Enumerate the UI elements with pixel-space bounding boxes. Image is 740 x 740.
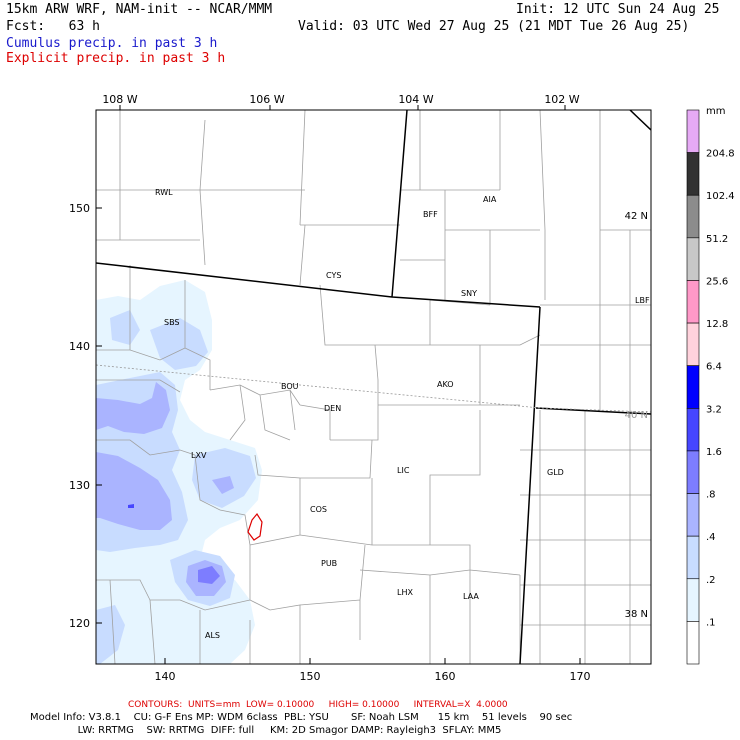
colorbar-swatch [686,493,700,537]
lat-label: 42 N [625,211,648,222]
city-label: LAA [463,592,479,601]
city-label: COS [310,505,327,514]
colorbar-label: 1.6 [706,447,722,458]
lon-label: 106 W [249,93,284,106]
colorbar-swatch [686,280,700,324]
colorbar-label: .1 [706,617,716,628]
colorbar-swatch [686,535,700,580]
colorbar-label: .8 [706,490,716,501]
city-label: LHX [397,588,413,597]
city-label: AKO [437,380,454,389]
y-tick-label: 140 [69,340,90,353]
boundaries [96,110,651,664]
colorbar-swatch [686,450,700,494]
city-label: LBF [635,296,650,305]
contour-info: CONTOURS: UNITS=mm LOW= 0.10000 HIGH= 0.… [128,700,508,710]
colorbar-swatch [686,322,700,366]
colorbar-swatch [686,194,700,239]
colorbar-swatch [686,152,700,196]
x-tick-label: 170 [570,670,591,683]
colorbar-swatch [686,578,700,622]
colorbar-label: 51.2 [706,234,728,245]
y-tick-label: 130 [69,479,90,492]
cumulus-legend-label: Cumulus precip. in past 3 h [6,36,218,51]
colorbar-label: 12.8 [706,319,728,330]
precip-shading [96,280,262,664]
city-label: SNY [461,289,477,298]
city-label: ALS [205,631,220,640]
city-label: SBS [164,318,180,327]
lon-label: 104 W [398,93,433,106]
model-info-line-2: LW: RRTMG SW: RRTMG DIFF: full KM: 2D Sm… [30,725,502,736]
city-labels: RWL BFF AIA CYS SNY LBF SBS BOU AKO DEN … [155,188,650,640]
colorbar-unit: mm [706,106,725,117]
y-tick-label: 150 [69,202,90,215]
colorbar-swatch [686,365,700,409]
colorbar-swatch [686,109,700,153]
colorbar-label: 204.8 [706,149,735,160]
model-info-line-1: Model Info: V3.8.1 CU: G-F Ens MP: WDM 6… [30,712,573,723]
colorbar-label: 25.6 [706,276,728,287]
city-label: GLD [547,468,564,477]
city-label: PUB [321,559,337,568]
lat-label: 38 N [625,609,648,620]
colorbar-label: 6.4 [706,362,722,373]
y-tick-label: 120 [69,617,90,630]
city-label: BFF [423,210,438,219]
city-label: DEN [324,404,341,413]
colorbar: mm 204.8 102.4 51.2 25.6 12.8 6.4 3.2 1.6 .8 .4 .2… [686,106,735,665]
colorbar-label: .4 [706,532,716,543]
x-tick-label: 160 [435,670,456,683]
map-title: 15km ARW WRF, NAM-init -- NCAR/MMM [6,2,273,17]
colorbar-label: .2 [706,575,716,586]
lon-label: 102 W [544,93,579,106]
explicit-legend-label: Explicit precip. in past 3 h [6,51,226,66]
colorbar-label: 3.2 [706,404,722,415]
city-label: LIC [397,466,410,475]
city-label: LXV [191,451,207,460]
valid-time: Valid: 03 UTC Wed 27 Aug 25 (21 MDT Tue … [298,19,690,34]
map-frame [95,109,652,665]
city-label: CYS [326,271,341,280]
forecast-hour: Fcst: 63 h [6,19,100,34]
city-label: AIA [483,195,497,204]
colorbar-swatch [686,237,700,281]
colorbar-swatch [686,408,700,452]
city-label: BOU [281,382,299,391]
lat-label: 40 N [625,410,648,421]
lon-label: 108 W [102,93,137,106]
x-tick-label: 150 [300,670,321,683]
colorbar-label: 102.4 [706,191,735,202]
colorbar-swatch [686,621,700,665]
city-label: RWL [155,188,173,197]
init-time: Init: 12 UTC Sun 24 Aug 25 [516,2,720,17]
x-tick-label: 140 [155,670,176,683]
